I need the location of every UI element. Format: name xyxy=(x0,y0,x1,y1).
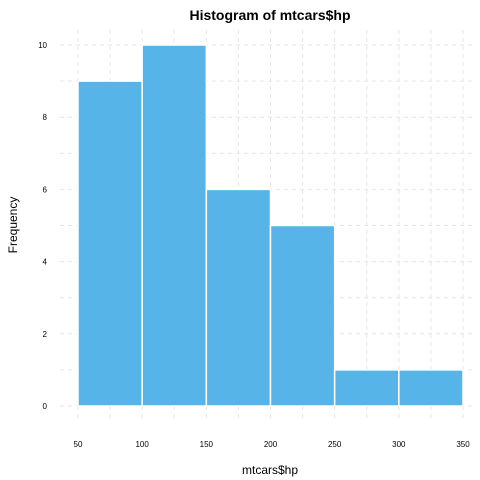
x-tick-label: 150 xyxy=(200,440,214,449)
y-tick-label: 8 xyxy=(43,113,48,122)
x-tick-label: 300 xyxy=(392,440,406,449)
y-tick-label: 10 xyxy=(38,41,47,50)
histogram-bar xyxy=(333,369,400,407)
histogram-bar xyxy=(205,188,272,407)
y-tick-labels: 0 2 4 6 8 10 xyxy=(38,41,47,411)
y-tick-label: 4 xyxy=(43,258,48,267)
x-tick-label: 50 xyxy=(74,440,83,449)
histogram-bar xyxy=(269,224,336,407)
histogram-bar xyxy=(141,44,208,407)
y-tick-label: 2 xyxy=(43,330,48,339)
x-axis-title: mtcars$hp xyxy=(242,463,298,477)
chart-title: Histogram of mtcars$hp xyxy=(189,7,350,23)
bars xyxy=(77,44,464,407)
histogram-bar xyxy=(77,80,143,407)
x-tick-label: 200 xyxy=(264,440,278,449)
x-tick-label: 250 xyxy=(328,440,342,449)
x-tick-label: 350 xyxy=(456,440,470,449)
y-axis-title: Frequency xyxy=(6,197,20,254)
x-tick-label: 100 xyxy=(135,440,149,449)
x-tick-labels: 50 100 150 200 250 300 350 xyxy=(74,440,471,449)
histogram-bar xyxy=(398,369,464,407)
y-tick-label: 6 xyxy=(43,185,48,194)
y-tick-label: 0 xyxy=(43,402,48,411)
